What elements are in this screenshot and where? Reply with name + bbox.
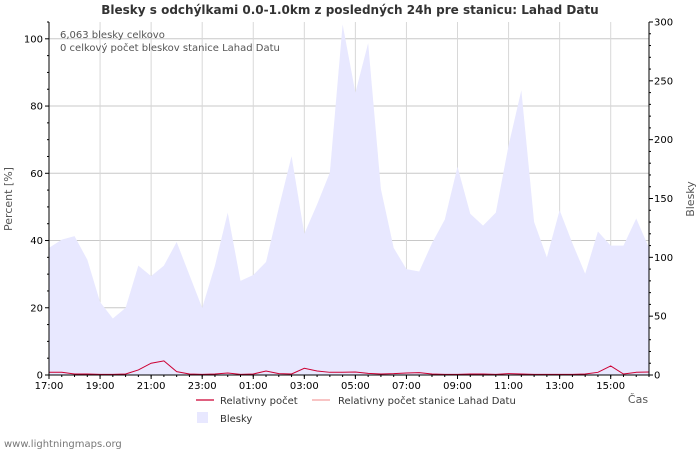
blesky-area (49, 24, 649, 375)
legend-label-blesky: Blesky (220, 414, 252, 425)
left-tick-label: 60 (30, 169, 43, 180)
left-tick-label: 40 (30, 236, 43, 247)
watermark: www.lightningmaps.org (4, 439, 122, 450)
x-tick-label: 17:00 (35, 381, 64, 392)
right-tick-label: 50 (654, 312, 667, 323)
x-tick-label: 23:00 (188, 381, 217, 392)
left-tick-label: 100 (24, 34, 43, 45)
right-tick-label: 100 (654, 253, 673, 264)
right-tick-label: 150 (654, 194, 673, 205)
legend: Relativny počet Relativny počet stanice … (196, 395, 516, 425)
total-strikes-annotation: 6,063 blesky celkovo (60, 30, 165, 41)
relative-line (49, 360, 650, 375)
x-tick-label: 15:00 (596, 381, 625, 392)
x-tick-label: 07:00 (392, 381, 421, 392)
legend-label-relative: Relativny počet (220, 395, 298, 407)
x-axis-label: Čas (628, 393, 648, 406)
left-tick-label: 0 (37, 371, 43, 382)
right-tick-label: 300 (654, 18, 673, 29)
right-tick-label: 200 (654, 135, 673, 146)
x-tick-label: 11:00 (494, 381, 523, 392)
legend-swatch-blesky (197, 412, 208, 423)
x-tick-label: 05:00 (341, 381, 370, 392)
x-tick-label: 09:00 (443, 381, 472, 392)
x-tick-label: 03:00 (290, 381, 319, 392)
chart-title: Blesky s odchýlkami 0.0-1.0km z posledný… (101, 3, 598, 17)
left-axis-ticks: 0 20 40 60 80 100 (24, 21, 49, 382)
x-tick-label: 21:00 (137, 381, 166, 392)
right-axis-ticks: 0 50 100 150 200 250 300 (649, 18, 673, 382)
left-tick-label: 80 (30, 102, 43, 113)
station-total-annotation: 0 celkový počet bleskov stanice Lahad Da… (60, 42, 280, 54)
x-tick-label: 19:00 (86, 381, 115, 392)
right-tick-label: 250 (654, 76, 673, 87)
legend-label-relative-station: Relativny počet stanice Lahad Datu (338, 395, 516, 407)
y-right-axis-label: Blesky (684, 181, 697, 217)
left-tick-label: 20 (30, 303, 43, 314)
x-tick-label: 13:00 (545, 381, 574, 392)
x-tick-label: 01:00 (239, 381, 268, 392)
right-tick-label: 0 (654, 371, 660, 382)
x-axis-ticks: 17:00 19:00 21:00 23:00 01:00 03:00 05:00 07:00… (35, 375, 650, 392)
y-left-axis-label: Percent [%] (2, 167, 15, 231)
blesky-area-layer (49, 24, 649, 375)
